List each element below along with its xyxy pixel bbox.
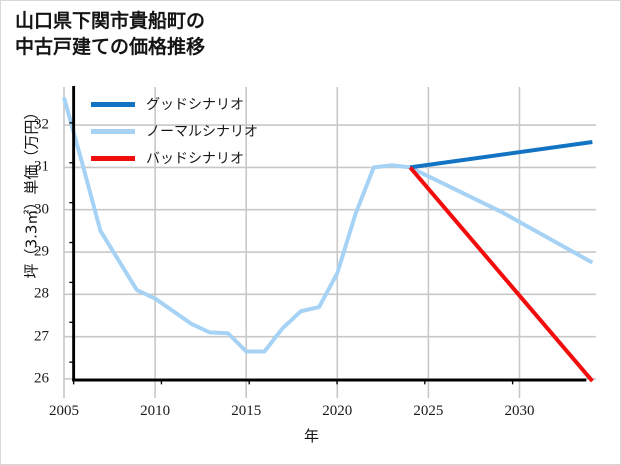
series-line — [408, 166, 594, 383]
x-axis-tick-label: 2020 — [322, 403, 353, 419]
x-axis-tick-labels: 2005 2010 2015 2020 2025 2030 — [49, 403, 596, 425]
series-line — [62, 97, 594, 354]
y-axis-tick-label: 26 — [34, 370, 49, 387]
x-axis-tick-label: 2010 — [140, 403, 171, 419]
legend-item[interactable]: バッドシナリオ — [91, 150, 258, 167]
legend-color-swatch — [91, 102, 135, 107]
y-axis-tick-label: 27 — [34, 328, 49, 345]
x-axis-tick-label: 2025 — [413, 403, 444, 419]
y-axis-tick-label: 31 — [34, 158, 49, 175]
x-axis-title: 年 — [303, 427, 319, 445]
x-axis-tick-label: 2015 — [231, 403, 262, 419]
legend-item-label: バッドシナリオ — [146, 150, 244, 167]
y-axis-tick-labels: 32 31 30 29 28 27 26 — [1, 87, 59, 398]
legend-item[interactable]: グッドシナリオ — [91, 96, 258, 113]
plot-area — [62, 86, 596, 398]
y-axis-tick-label: 32 — [34, 116, 49, 133]
legend-item[interactable]: ノーマルシナリオ — [91, 123, 258, 140]
data-series-layer — [62, 97, 594, 383]
legend-item-label: ノーマルシナリオ — [146, 123, 258, 140]
series-line — [409, 140, 593, 170]
y-axis-tick-label: 28 — [34, 285, 49, 302]
page-title: 山口県下関市貴船町の 中古戸建ての価格推移 — [15, 10, 206, 58]
legend-color-swatch — [91, 156, 135, 161]
chart-legend: グッドシナリオ ノーマルシナリオ バッドシナリオ — [91, 96, 258, 167]
legend-color-swatch — [91, 129, 135, 134]
y-axis-tick-label: 30 — [34, 201, 49, 218]
legend-item-label: グッドシナリオ — [146, 96, 244, 113]
x-axis-tick-label: 2030 — [504, 403, 535, 419]
y-axis-tick-label: 29 — [34, 243, 49, 260]
y-axis-title: 坪（3.3㎡）単価（万円） — [22, 104, 41, 279]
x-axis-tick-label: 2005 — [49, 403, 79, 419]
axis-lines — [69, 86, 587, 385]
